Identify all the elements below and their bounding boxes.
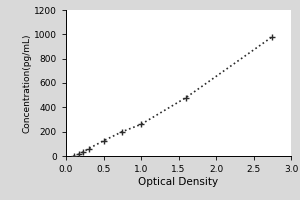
X-axis label: Optical Density: Optical Density: [138, 177, 219, 187]
Y-axis label: Concentration(pg/mL): Concentration(pg/mL): [22, 33, 31, 133]
